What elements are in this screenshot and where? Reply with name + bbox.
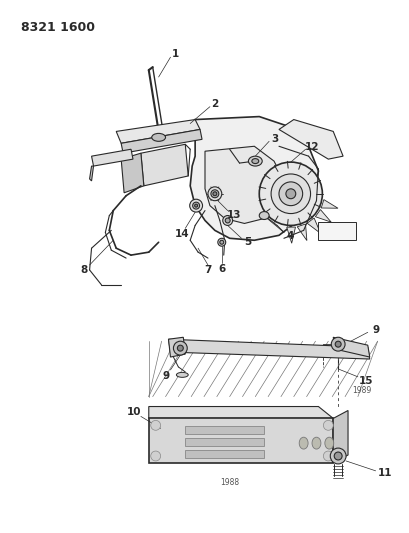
Polygon shape (121, 153, 144, 193)
Ellipse shape (222, 215, 232, 225)
Circle shape (330, 337, 344, 351)
Polygon shape (141, 144, 188, 186)
Polygon shape (297, 224, 306, 240)
Ellipse shape (251, 159, 258, 164)
Text: 1989: 1989 (351, 386, 371, 395)
Polygon shape (278, 119, 342, 159)
Text: 7: 7 (204, 265, 211, 275)
Ellipse shape (324, 437, 333, 449)
Ellipse shape (212, 192, 216, 196)
Bar (185, 438, 263, 446)
Circle shape (151, 421, 160, 430)
Polygon shape (168, 337, 185, 357)
Text: 11: 11 (378, 468, 392, 478)
Ellipse shape (194, 204, 197, 207)
Polygon shape (90, 166, 93, 181)
Circle shape (258, 162, 321, 225)
Circle shape (323, 451, 333, 461)
Text: 1: 1 (171, 49, 179, 59)
Text: 13: 13 (226, 209, 240, 220)
Polygon shape (121, 130, 202, 153)
Ellipse shape (189, 199, 202, 212)
Polygon shape (168, 339, 369, 359)
Polygon shape (333, 410, 347, 463)
Ellipse shape (219, 240, 223, 244)
Circle shape (330, 448, 345, 464)
Circle shape (333, 452, 341, 460)
Text: 12: 12 (305, 142, 319, 152)
Text: B: B (334, 234, 339, 239)
Circle shape (323, 421, 333, 430)
Ellipse shape (210, 190, 218, 198)
Ellipse shape (299, 437, 307, 449)
Polygon shape (306, 218, 320, 233)
Circle shape (177, 345, 183, 351)
Circle shape (285, 189, 295, 199)
Ellipse shape (217, 238, 225, 246)
Ellipse shape (248, 156, 262, 166)
Text: 1988: 1988 (220, 478, 238, 487)
Circle shape (278, 182, 302, 206)
Polygon shape (190, 117, 318, 240)
Polygon shape (204, 146, 283, 223)
Ellipse shape (151, 133, 165, 141)
Ellipse shape (207, 187, 221, 201)
Polygon shape (148, 418, 333, 463)
Text: 3: 3 (271, 134, 278, 144)
Text: A: A (334, 225, 339, 230)
Ellipse shape (192, 202, 199, 209)
Polygon shape (286, 227, 295, 243)
Circle shape (151, 451, 160, 461)
Text: 10: 10 (126, 407, 141, 417)
Text: 14: 14 (175, 229, 189, 239)
Bar (318, 222, 355, 240)
Ellipse shape (176, 373, 188, 377)
Polygon shape (320, 200, 337, 208)
Circle shape (270, 174, 310, 214)
Text: 4: 4 (285, 231, 293, 241)
Polygon shape (91, 149, 133, 166)
Text: 9: 9 (162, 371, 170, 381)
Text: 2: 2 (211, 99, 218, 109)
Text: 8: 8 (80, 265, 87, 275)
Bar (185, 450, 263, 458)
Text: 9: 9 (371, 325, 378, 335)
Polygon shape (116, 119, 200, 143)
Circle shape (173, 341, 187, 355)
Circle shape (335, 341, 340, 347)
Bar (185, 426, 263, 434)
Polygon shape (148, 407, 333, 418)
Ellipse shape (311, 437, 320, 449)
Polygon shape (315, 209, 330, 222)
Text: 8321 1600: 8321 1600 (20, 21, 94, 34)
Text: 5: 5 (243, 237, 250, 247)
Text: 6: 6 (218, 264, 225, 274)
Ellipse shape (225, 218, 229, 223)
Polygon shape (333, 337, 369, 357)
Ellipse shape (258, 212, 268, 220)
Text: 15: 15 (357, 376, 372, 386)
